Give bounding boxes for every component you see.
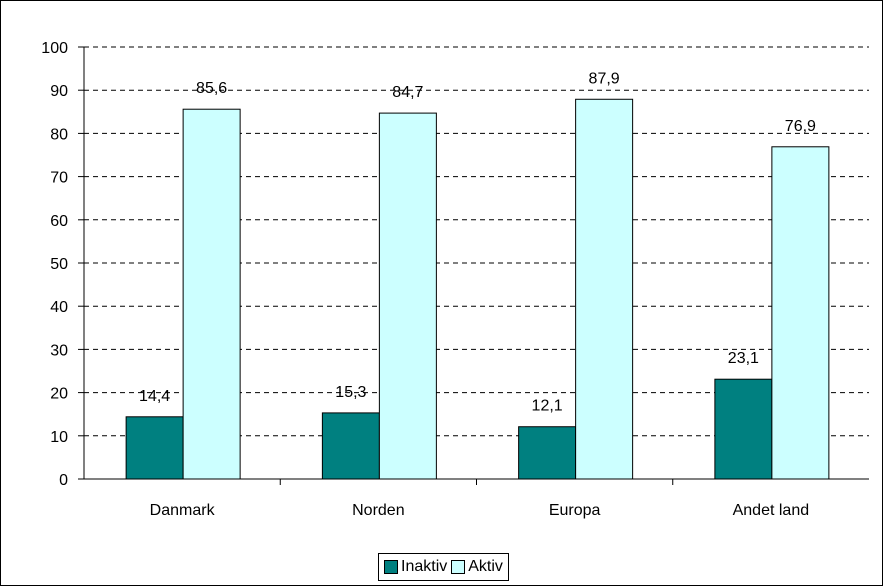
y-tick-label: 100 bbox=[41, 40, 68, 57]
bar-aktiv-norden bbox=[378, 112, 437, 480]
bar-inaktiv-europa bbox=[518, 426, 577, 480]
bar-aktiv-europa bbox=[575, 98, 634, 480]
bar-aktiv-andet-land bbox=[771, 146, 830, 480]
y-tick-label: 20 bbox=[50, 386, 68, 403]
bar-aktiv-danmark bbox=[182, 108, 241, 480]
y-tick-label: 10 bbox=[50, 429, 68, 446]
data-label: 87,9 bbox=[589, 70, 620, 87]
data-label: 23,1 bbox=[728, 350, 759, 367]
legend-swatch-aktiv bbox=[451, 560, 466, 574]
x-category-label: Europa bbox=[549, 502, 601, 519]
data-label: 12,1 bbox=[532, 398, 563, 415]
legend: Inaktiv Aktiv bbox=[378, 553, 509, 581]
y-tick-label: 60 bbox=[50, 213, 68, 230]
legend-label-inaktiv: Inaktiv bbox=[401, 558, 448, 575]
legend-item-aktiv: Aktiv bbox=[451, 558, 503, 576]
y-tick-label: 70 bbox=[50, 170, 68, 187]
y-tick-label: 50 bbox=[50, 256, 68, 273]
legend-label-aktiv: Aktiv bbox=[468, 558, 503, 575]
y-tick-label: 30 bbox=[50, 342, 68, 359]
y-tick-label: 40 bbox=[50, 299, 68, 316]
y-tick-label: 80 bbox=[50, 126, 68, 143]
legend-item-inaktiv: Inaktiv bbox=[384, 558, 447, 576]
data-label: 76,9 bbox=[785, 118, 816, 135]
x-category-label: Norden bbox=[352, 502, 404, 519]
bar-inaktiv-norden bbox=[321, 412, 380, 480]
legend-swatch-inaktiv bbox=[384, 560, 398, 574]
bar-inaktiv-danmark bbox=[125, 416, 184, 480]
data-label: 15,3 bbox=[335, 384, 366, 401]
data-label: 84,7 bbox=[392, 84, 423, 101]
y-tick-label: 90 bbox=[50, 83, 68, 100]
data-label: 85,6 bbox=[196, 80, 227, 97]
x-category-label: Andet land bbox=[733, 502, 810, 519]
x-category-label: Danmark bbox=[150, 502, 216, 519]
data-label: 14,4 bbox=[139, 388, 170, 405]
bar-inaktiv-andet-land bbox=[714, 378, 773, 480]
y-tick-label: 0 bbox=[59, 472, 68, 489]
